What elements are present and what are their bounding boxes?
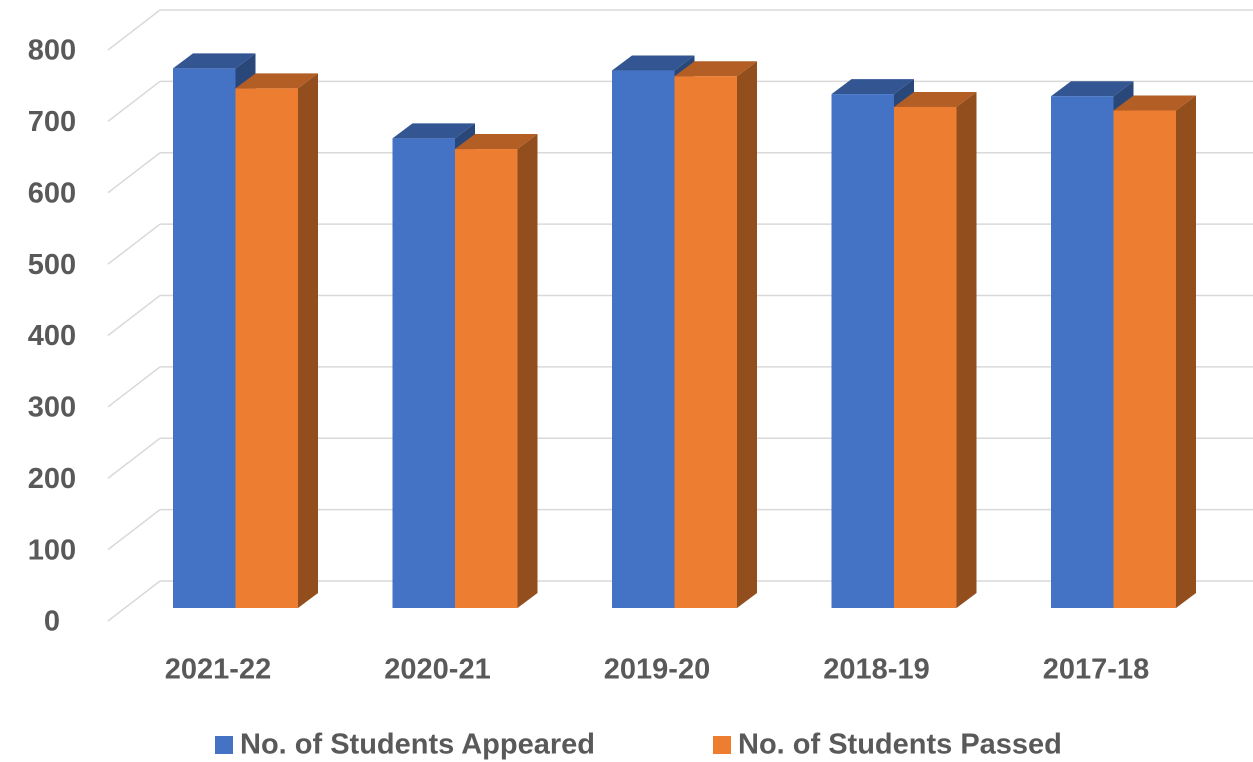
grid-line-side [107,294,161,337]
y-tick-label: 100 [28,534,76,566]
grid-line-side [107,152,161,194]
grid-line-side [107,366,161,408]
legend-swatch [215,736,233,754]
bar-side [517,134,538,608]
bar-side [298,73,318,608]
y-tick-label: 800 [28,35,76,67]
y-tick-label: 700 [28,106,76,138]
bar [173,68,236,608]
legend-swatch [713,736,731,754]
bar-side [737,61,757,609]
bar [1113,110,1176,609]
bar-top [894,91,977,107]
bar [674,76,737,609]
y-tick-label: 0 [44,606,60,638]
bar-top [612,55,695,71]
y-tick-label: 200 [28,463,76,495]
x-tick-label: 2020-21 [384,654,490,686]
y-tick-label: 600 [28,177,76,209]
bar-top [1113,95,1196,111]
bar-top [831,79,914,95]
x-tick-label: 2021-22 [165,654,271,686]
bar-top [455,134,538,150]
bar-top [392,123,475,139]
grid-line-side [107,509,161,551]
bar-top [173,53,256,69]
x-tick-label: 2019-20 [604,654,710,686]
bar [1051,96,1114,609]
grid-line-side [107,580,161,622]
bar [455,149,518,608]
grid-line-side [107,223,161,265]
grid-line-side [107,9,161,51]
bar-top [1051,81,1134,97]
bar-top [674,61,757,77]
x-tick-label: 2018-19 [823,654,929,686]
y-tick-label: 500 [28,249,76,281]
y-tick-label: 400 [28,320,76,352]
legend-label: No. of Students Passed [738,729,1062,761]
grid-line-side [107,437,161,479]
bar [392,138,455,609]
legend-label: No. of Students Appeared [240,729,595,761]
x-tick-label: 2017-18 [1043,654,1149,686]
bar-side [1176,95,1196,609]
bar [235,88,298,608]
y-tick-label: 300 [28,392,76,424]
bar [612,70,675,608]
bar-side [956,91,977,608]
bar [894,106,957,608]
grid-line-side [107,80,161,122]
bar [831,94,894,609]
bar-top [235,73,318,89]
